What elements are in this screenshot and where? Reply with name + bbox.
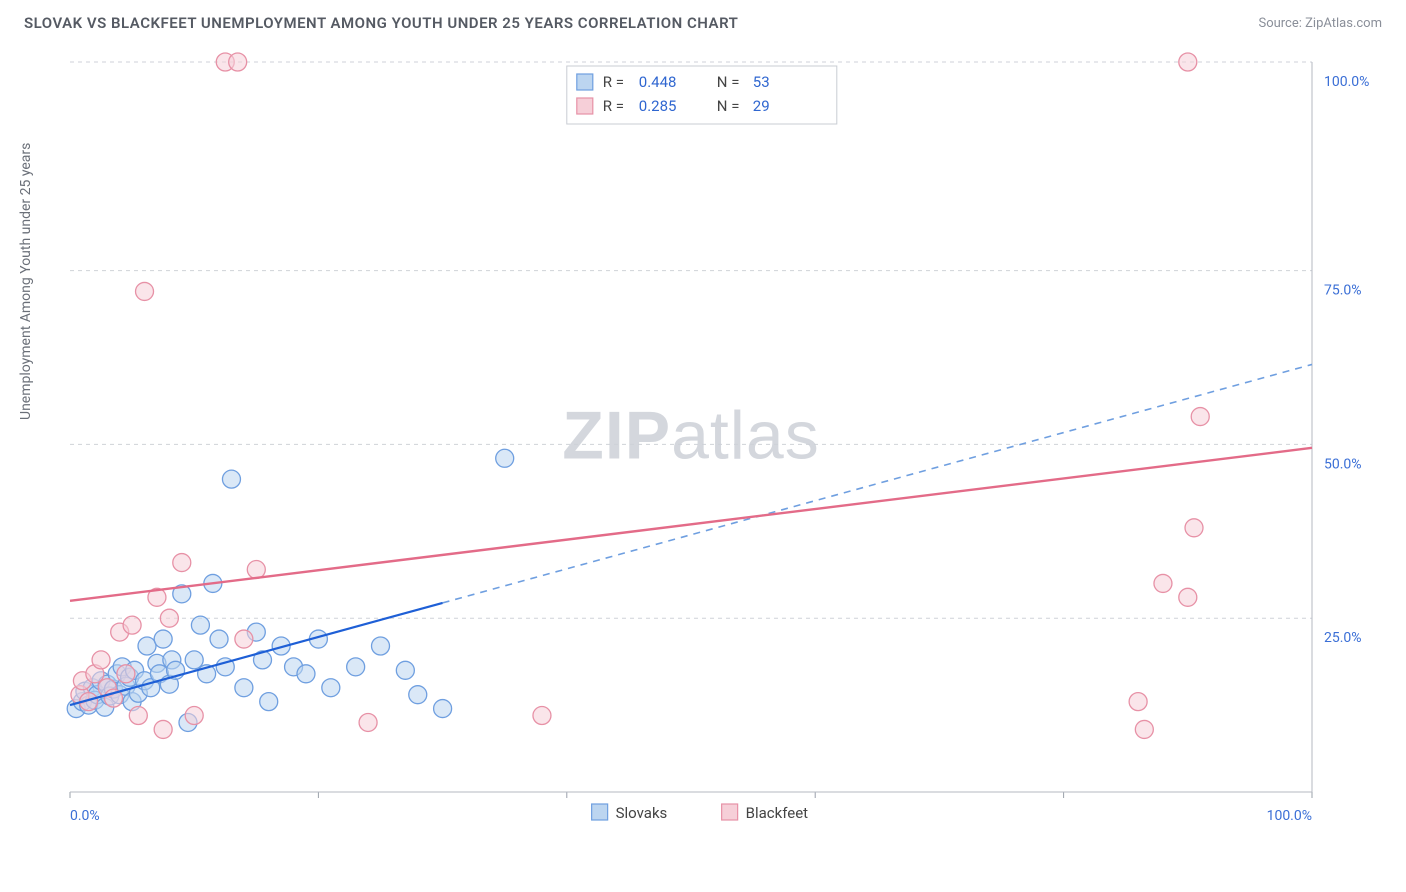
x-tick-label: 100.0%	[1267, 808, 1312, 824]
legend-swatch	[577, 74, 593, 90]
legend-n-value: 29	[753, 97, 770, 115]
data-point	[1185, 519, 1203, 537]
y-axis-label: Unemployment Among Youth under 25 years	[18, 143, 34, 420]
data-point	[396, 661, 414, 679]
y-tick-label: 25.0%	[1324, 630, 1362, 646]
chart-title: SLOVAK VS BLACKFEET UNEMPLOYMENT AMONG Y…	[24, 14, 738, 32]
legend-r-value: 0.448	[639, 73, 677, 91]
data-point	[1154, 574, 1172, 592]
data-point	[185, 707, 203, 725]
watermark: ZIPatlas	[562, 397, 819, 473]
data-point	[322, 679, 340, 697]
data-point	[235, 630, 253, 648]
data-point	[247, 561, 265, 579]
data-point	[92, 651, 110, 669]
data-point	[173, 554, 191, 572]
data-point	[138, 637, 156, 655]
legend-swatch	[577, 98, 593, 114]
data-point	[210, 630, 228, 648]
y-tick-label: 75.0%	[1324, 283, 1362, 299]
data-point	[136, 282, 154, 300]
data-point	[533, 707, 551, 725]
data-point	[191, 616, 209, 634]
data-point	[434, 700, 452, 718]
data-point	[222, 470, 240, 488]
legend-series-label: Slovaks	[616, 804, 668, 822]
y-tick-label: 50.0%	[1324, 456, 1362, 472]
data-point	[297, 665, 315, 683]
scatter-chart: 25.0% 50.0% 75.0% 100.0% 0.0% 100.0% ZIPatlas R…	[62, 52, 1382, 852]
legend-r-value: 0.285	[639, 97, 677, 115]
legend-r-label: R =	[603, 73, 624, 91]
legend-r-label: R =	[603, 97, 624, 115]
legend-swatch	[722, 804, 738, 820]
data-point	[117, 665, 135, 683]
data-point	[185, 651, 203, 669]
data-point	[496, 449, 514, 467]
y-tick-label: 100.0%	[1324, 74, 1369, 90]
data-point	[154, 630, 172, 648]
data-point	[129, 707, 147, 725]
data-point	[1179, 53, 1197, 71]
source-prefix: Source:	[1258, 16, 1305, 31]
legend-n-label: N =	[717, 73, 740, 91]
data-point	[260, 693, 278, 711]
data-point	[409, 686, 427, 704]
data-point	[347, 658, 365, 676]
data-point	[359, 713, 377, 731]
data-point	[372, 637, 390, 655]
series-legend: Slovaks Blackfeet	[592, 804, 809, 822]
chart-area: 25.0% 50.0% 75.0% 100.0% 0.0% 100.0% ZIPatlas R…	[62, 52, 1382, 832]
data-point	[235, 679, 253, 697]
legend-series-label: Blackfeet	[746, 804, 809, 822]
legend-n-label: N =	[717, 97, 740, 115]
data-point	[1129, 693, 1147, 711]
source-link[interactable]: ZipAtlas.com	[1305, 16, 1382, 31]
data-point	[1135, 720, 1153, 738]
x-tick-label: 0.0%	[70, 808, 100, 824]
data-point	[1191, 408, 1209, 426]
legend-n-value: 53	[753, 73, 770, 91]
stats-legend: R = 0.448 N = 53 R = 0.285 N = 29	[567, 66, 837, 124]
legend-swatch	[592, 804, 608, 820]
data-point	[160, 609, 178, 627]
data-point	[229, 53, 247, 71]
data-point	[154, 720, 172, 738]
chart-source: Source: ZipAtlas.com	[1258, 16, 1382, 31]
data-point	[1179, 588, 1197, 606]
data-point	[123, 616, 141, 634]
